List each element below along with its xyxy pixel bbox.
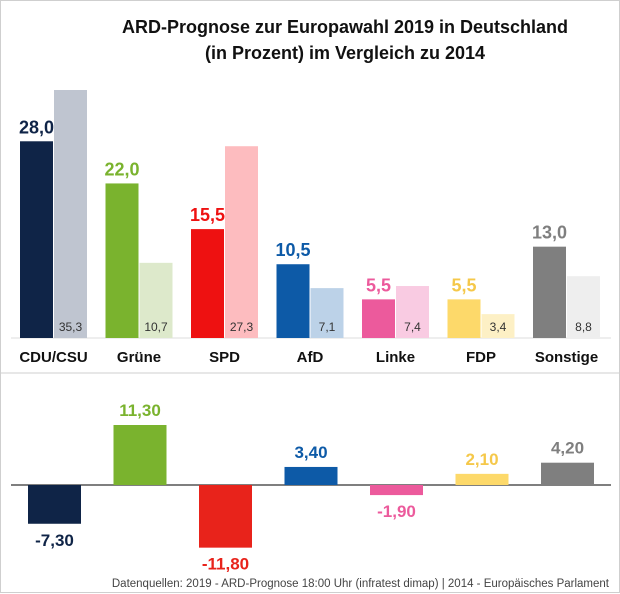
bar-2014-linke [396,286,429,338]
bar-2019-gruene [105,183,139,338]
bar-2019-cdu-csu [20,141,53,338]
value-label-2014-afd: 7,1 [319,320,336,334]
value-label-2014-cdu-csu: 35,3 [59,320,83,334]
source-note: Datenquellen: 2019 - ARD-Prognose 18:00 … [112,578,610,590]
category-label-spd: SPD [209,349,240,366]
value-label-2014-spd: 27,3 [230,320,254,334]
bar-2014-spd [225,146,258,338]
bar-2019-sonstige [533,246,566,338]
value-label-2014-fdp: 3,4 [490,320,507,334]
change-label-linke: -1,90 [377,502,416,521]
change-bar-cdu-csu [28,485,81,524]
change-bar-fdp [455,473,509,485]
category-label-gruene: Grüne [117,349,161,366]
value-label-2019-fdp: 5,5 [451,275,476,295]
change-label-fdp: 2,10 [465,450,498,469]
value-label-2019-gruene: 22,0 [104,159,139,179]
value-label-2019-sonstige: 13,0 [532,223,567,243]
bar-2014-fdp [481,314,515,338]
vote-share-chart: 28,0 35,3 CDU/CSU 22,0 10,7 Grüne 15,5 27,3 SPD 1… [11,90,611,366]
change-bar-linke [370,485,423,496]
change-chart: -7,30 11,30 -11,80 3,40 -1,90 2,10 4,20 [11,401,611,574]
change-bar-afd [284,466,338,485]
value-label-2014-gruene: 10,7 [144,320,168,334]
value-label-2019-cdu-csu: 28,0 [19,117,54,137]
category-label-cdu-csu: CDU/CSU [19,349,87,366]
bar-2019-spd [191,229,224,338]
bar-2014-afd [310,288,344,338]
bar-2019-linke [362,299,395,338]
change-label-sonstige: 4,20 [551,439,584,458]
change-bar-spd [199,485,252,548]
change-label-afd: 3,40 [294,443,327,462]
value-label-2019-spd: 15,5 [190,205,225,225]
bar-2019-afd [276,264,310,338]
value-label-2019-afd: 10,5 [275,240,310,260]
change-bar-gruene [113,425,167,485]
change-label-cdu-csu: -7,30 [35,531,74,550]
bar-2014-gruene [139,262,173,338]
bar-2014-cdu-csu [54,90,87,338]
chart-subtitle: (in Prozent) im Vergleich zu 2014 [205,43,485,63]
change-label-gruene: 11,30 [119,401,161,420]
bar-2014-sonstige [567,276,600,338]
change-bar-sonstige [541,462,594,485]
change-label-spd: -11,80 [202,555,249,574]
category-label-fdp: FDP [466,349,496,366]
category-label-afd: AfD [297,349,324,366]
category-label-sonstige: Sonstige [535,349,598,366]
value-label-2019-linke: 5,5 [366,275,391,295]
value-label-2014-sonstige: 8,8 [575,320,592,334]
value-label-2014-linke: 7,4 [404,320,421,334]
category-label-linke: Linke [376,349,415,366]
bar-2019-fdp [447,299,481,338]
chart-title: ARD-Prognose zur Europawahl 2019 in Deut… [122,17,568,37]
